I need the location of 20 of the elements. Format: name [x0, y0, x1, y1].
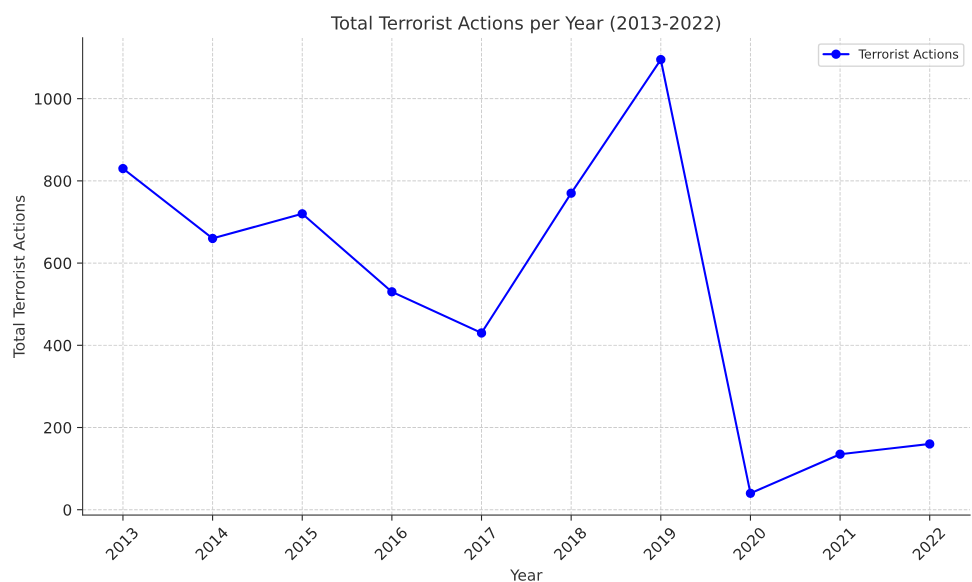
- y-tick-label: 400: [44, 340, 72, 352]
- point: [566, 188, 576, 198]
- point: [387, 287, 397, 297]
- point: [476, 328, 486, 338]
- point: [656, 54, 666, 64]
- y-tick-label: 200: [44, 422, 72, 434]
- legend-label: Terrorist Actions: [858, 49, 958, 59]
- x-axis-title: Year: [510, 569, 543, 581]
- point: [835, 450, 845, 459]
- y-tick-label: 1000: [35, 93, 72, 105]
- point: [925, 439, 934, 449]
- chart-title: Total Terrorist Actions per Year (2013-2022): [330, 16, 720, 34]
- point: [208, 234, 218, 244]
- y-axis-title: Total Terrorist Actions: [12, 196, 25, 358]
- point: [118, 164, 128, 174]
- y-tick-label: 600: [44, 258, 72, 270]
- point: [298, 209, 307, 218]
- y-tick-label: 800: [44, 175, 72, 187]
- y-tick-label: 0: [63, 504, 72, 516]
- point: [746, 488, 756, 498]
